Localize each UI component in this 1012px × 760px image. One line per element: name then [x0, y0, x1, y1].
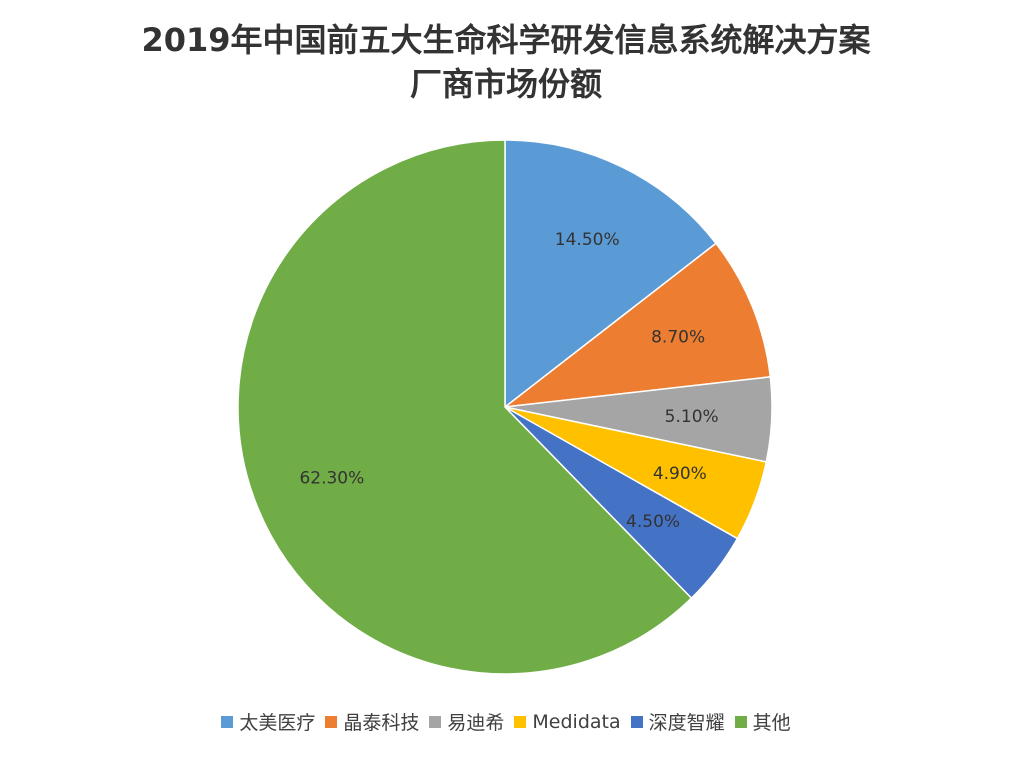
chart-title-line2: 厂商市场份额 [409, 65, 602, 103]
data-label: 8.70% [651, 328, 705, 348]
data-label: 14.50% [555, 230, 620, 250]
legend-label: Medidata [532, 710, 621, 733]
legend-item: 太美医疗 [221, 708, 315, 735]
legend-swatch [734, 715, 747, 728]
legend-swatch [325, 715, 338, 728]
chart-title-line1: 2019年中国前五大生命科学研发信息系统解决方案 [141, 21, 871, 59]
data-label: 62.30% [299, 468, 364, 488]
legend-swatch [221, 715, 234, 728]
legend: 太美医疗 晶泰科技 易迪希 Medidata 深度智耀 其他 [0, 708, 1012, 735]
legend-swatch [514, 715, 527, 728]
pie-chart: 14.50% 8.70% 5.10% 4.90% 4.50% 62.30% [237, 139, 773, 675]
legend-label: 太美医疗 [239, 712, 316, 734]
chart-title: 2019年中国前五大生命科学研发信息系统解决方案 厂商市场份额 [0, 18, 1012, 106]
legend-item: Medidata [514, 708, 621, 735]
data-label: 4.50% [626, 512, 680, 532]
legend-label: 深度智耀 [648, 712, 725, 734]
pie-slice [504, 139, 718, 409]
legend-item: 其他 [734, 708, 791, 735]
pie-slice [502, 242, 772, 409]
legend-item: 深度智耀 [630, 708, 725, 735]
data-label: 5.10% [665, 407, 719, 427]
data-label: 4.90% [653, 464, 707, 484]
legend-item: 晶泰科技 [325, 708, 419, 735]
legend-swatch [630, 715, 643, 728]
legend-label: 其他 [752, 712, 791, 734]
legend-label: 易迪希 [447, 712, 505, 734]
pie-slice [237, 139, 693, 675]
legend-label: 晶泰科技 [343, 712, 420, 734]
legend-swatch [429, 715, 442, 728]
legend-item: 易迪希 [429, 708, 504, 735]
